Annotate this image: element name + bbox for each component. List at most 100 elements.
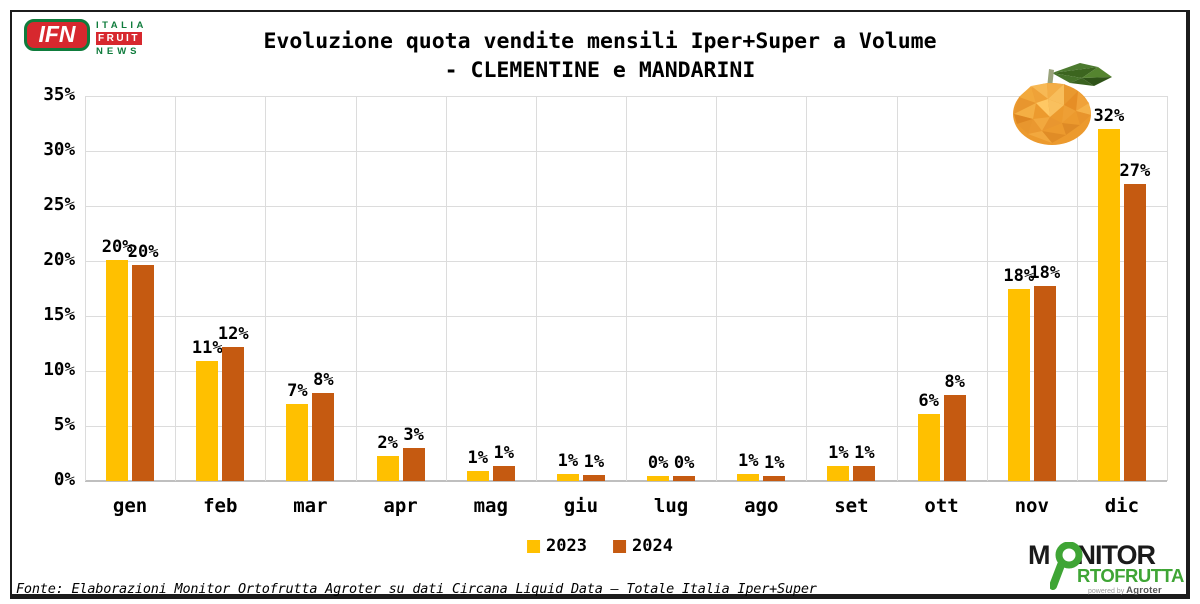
bar-value-label: 6%: [918, 390, 939, 411]
bar-2023: [917, 413, 940, 481]
bar-2024: [1033, 286, 1056, 481]
bar-2024: [943, 395, 966, 481]
ifn-fruit-label: FRUIT: [96, 32, 142, 45]
grid-line-v: [806, 96, 808, 481]
bar-2023: [196, 361, 219, 481]
bar-2024: [582, 474, 605, 481]
grid-line-v: [626, 96, 627, 481]
bar-value-label: 1%: [764, 452, 785, 473]
bar-2023: [106, 259, 129, 481]
y-axis-tick-label: 35%: [43, 85, 75, 105]
grid-line-v: [85, 96, 86, 481]
grid-line-v: [265, 96, 267, 481]
bar-2023: [827, 466, 850, 481]
bar-2023: [466, 471, 489, 481]
bar-value-label: 1%: [493, 442, 514, 463]
grid-line-v: [175, 96, 177, 481]
bar-2023: [286, 404, 309, 481]
y-axis-tick-label: 15%: [43, 305, 75, 325]
chart-title-line1: Evoluzione quota vendite mensili Iper+Su…: [263, 29, 937, 54]
bar-value-label: 18%: [1029, 263, 1061, 284]
grid-line-v: [1167, 96, 1168, 481]
chart-title: Evoluzione quota vendite mensili Iper+Su…: [0, 27, 1200, 85]
bar-2024: [1123, 184, 1146, 481]
y-axis-tick-label: 30%: [43, 140, 75, 160]
grid-line-v: [896, 96, 898, 481]
legend-item-2024: 2024: [613, 536, 673, 556]
bar-value-label: 20%: [101, 236, 133, 257]
magnifier-icon: [1050, 542, 1083, 590]
bar-value-label: 1%: [557, 451, 579, 472]
x-axis-month-label: dic: [1104, 495, 1140, 517]
ifn-logo: IFN ITALIA FRUIT NEWS: [24, 19, 147, 57]
grid-line-v: [355, 96, 357, 481]
bar-2023: [556, 474, 579, 481]
chart-title-line2: - CLEMENTINE e MANDARINI: [444, 58, 756, 83]
x-axis-month-label: gen: [112, 495, 148, 517]
bar-2023: [737, 474, 760, 481]
grid-line-v: [445, 96, 447, 481]
grid-line-v: [716, 96, 718, 481]
bar-value-label: 0%: [647, 452, 669, 473]
bar-value-label: 27%: [1119, 161, 1151, 181]
x-axis-month-label: ago: [744, 495, 779, 517]
ortofrutta-wordmark: RTOFRUTTA: [1077, 565, 1184, 586]
x-axis-line: [85, 480, 1167, 482]
legend-swatch: [527, 539, 541, 553]
monitor-ortofrutta-logo: M NITOR RTOFRUTTA powered by Agroter: [1028, 540, 1188, 598]
bar-2024: [312, 393, 335, 481]
bar-value-label: 8%: [313, 370, 334, 390]
legend-label: 2024: [632, 536, 673, 556]
bar-value-label: 12%: [217, 323, 249, 344]
source-note: Fonte: Elaborazioni Monitor Ortofrutta A…: [16, 581, 817, 597]
ifn-italia-label: ITALIA: [96, 20, 147, 31]
bar-value-label: 8%: [944, 372, 965, 393]
x-axis-month-label: apr: [383, 495, 418, 517]
grid-line-v: [986, 96, 988, 481]
grid-line-v: [1076, 96, 1078, 481]
mandarin-illustration: [1013, 63, 1112, 145]
ifn-badge-text: IFN: [38, 20, 76, 47]
ifn-badge: IFN: [24, 19, 90, 51]
bar-2023: [1007, 288, 1030, 481]
bar-value-label: 1%: [828, 443, 849, 464]
y-axis-tick-label: 20%: [43, 250, 75, 270]
bar-value-label: 20%: [127, 242, 159, 263]
legend-label: 2023: [546, 536, 587, 556]
bar-value-label: 1%: [467, 448, 488, 469]
bar-2024: [853, 466, 876, 481]
bar-2024: [492, 465, 515, 481]
bar-value-label: 32%: [1093, 106, 1125, 126]
powered-by-label: powered by Agroter: [1088, 585, 1162, 596]
monitor-wordmark: M NITOR: [1028, 540, 1156, 570]
bar-value-label: 7%: [287, 381, 308, 401]
x-axis-month-label: mag: [473, 495, 508, 517]
bar-value-label: 1%: [583, 451, 605, 472]
bar-2024: [222, 346, 245, 481]
bar-value-label: 0%: [673, 452, 695, 473]
y-axis-tick-label: 0%: [53, 470, 75, 490]
x-axis-month-label: set: [834, 495, 869, 517]
bar-value-label: 1%: [854, 443, 875, 464]
y-axis-tick-label: 25%: [43, 195, 75, 215]
grid-line-v: [535, 96, 537, 481]
x-axis-month-label: mar: [293, 495, 328, 517]
x-axis-month-label: ott: [924, 495, 959, 517]
legend: 2023 2024: [527, 536, 673, 556]
bar-value-label: 11%: [191, 338, 223, 359]
bar-value-label: 2%: [377, 432, 398, 453]
bar-2023: [647, 475, 670, 481]
bar-2023: [376, 455, 399, 481]
legend-item-2023: 2023: [527, 536, 587, 556]
x-axis-month-label: nov: [1014, 495, 1049, 517]
bar-value-label: 1%: [738, 451, 759, 472]
ifn-logo-text: ITALIA FRUIT NEWS: [96, 19, 147, 57]
bar-2024: [673, 475, 696, 481]
bar-2024: [132, 265, 155, 481]
bar-2024: [763, 475, 786, 481]
x-axis-month-label: lug: [653, 495, 689, 517]
ifn-news-label: NEWS: [96, 46, 141, 57]
bar-value-label: 3%: [403, 425, 424, 445]
x-axis-month-label: feb: [203, 495, 238, 517]
bar-value-label: 18%: [1003, 265, 1035, 286]
